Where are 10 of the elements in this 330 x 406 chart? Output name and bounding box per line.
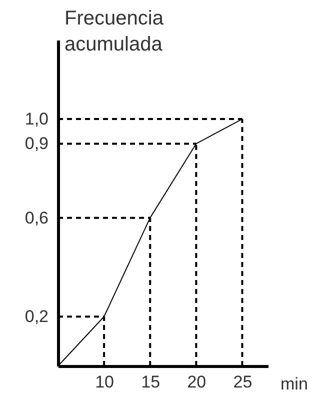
y-axis-title: Frecuencia acumulada — [64, 8, 164, 56]
y-tick-label: 0,2 — [24, 307, 48, 326]
x-tick-label: 25 — [233, 372, 252, 392]
y-tick-label: 1,0 — [24, 110, 48, 129]
y-tick-label: 0,6 — [24, 208, 48, 228]
x-tick-label: 10 — [95, 372, 114, 392]
x-tick-label: 15 — [141, 372, 160, 392]
x-axis-title: min — [280, 374, 308, 394]
y-tick-label: 0,9 — [24, 134, 48, 154]
x-tick-label: 20 — [187, 372, 206, 392]
